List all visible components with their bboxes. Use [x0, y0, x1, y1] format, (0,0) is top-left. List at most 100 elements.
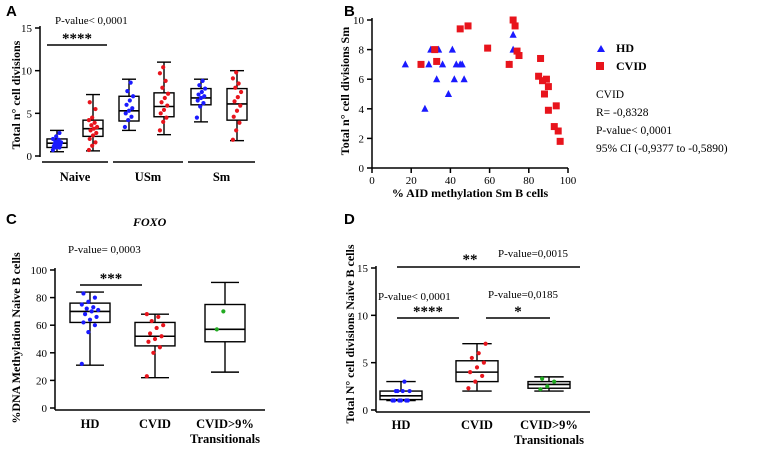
panel-a-usm-hd-point	[122, 124, 128, 130]
panel-a-usm-hd-point	[130, 106, 135, 111]
panel-b-legend: HD CVID	[596, 41, 647, 73]
legend-cvid-label: CVID	[616, 59, 647, 73]
panel-d-hd-point	[398, 398, 404, 403]
panel-d-hd-point	[392, 398, 397, 403]
panel-b-cvid-point	[513, 47, 521, 55]
panel-a-naive-cvid-point	[90, 133, 96, 138]
panel-a-usm-hd-point	[126, 108, 132, 113]
panel-b-hd-point	[448, 45, 456, 53]
panel-c-cvid-point	[159, 334, 164, 339]
panel-b-cvid-point	[505, 60, 513, 68]
panel-c-hd-point	[89, 309, 94, 314]
panel-a-naive-cvid-point	[86, 147, 92, 153]
panel-a-usm-hd-point	[126, 118, 131, 123]
legend-cvid-marker	[596, 62, 604, 70]
panel-d-cvid-point	[474, 365, 480, 370]
panel-a-sm-cvid-point	[234, 128, 239, 133]
panel-a-naive-hd-point	[50, 147, 56, 153]
panel-a-usm-cvid-point	[161, 65, 166, 70]
panel-a-naive-cvid-point	[93, 140, 98, 145]
panel-b-hd-point	[433, 75, 441, 83]
stats-line-4: 95% CI (-0,9377 to -0,5890)	[596, 143, 728, 155]
panel-a-naive-hd-point	[56, 137, 61, 142]
panel-d-pvalue-cvid-trans: P-value=0,0185	[488, 289, 559, 301]
stats-line-1: CVID	[596, 89, 624, 101]
panel-a-usm-hd-point	[127, 98, 132, 103]
panel-a-sm-hd-point	[202, 94, 207, 99]
panel-a-usm-hd-point	[123, 111, 128, 116]
panel-a-sm-hd-point	[199, 89, 204, 95]
panel-b-cvid-point	[511, 22, 519, 30]
panel-b-cvid-point	[544, 83, 552, 91]
panel-d-y-tick-label: 5	[363, 358, 369, 370]
panel-c-hd-point	[79, 361, 84, 366]
panel-c-y-tick-label: 20	[36, 375, 48, 387]
panel-d-cvid-point	[483, 341, 488, 346]
panel-a-usm-hd-point	[130, 94, 136, 99]
panel-a-sm-hd-point	[201, 100, 206, 106]
panel-b-y-tick-label: 10	[353, 15, 365, 27]
panel-a-usm-cvid-point	[157, 71, 163, 76]
panel-b-cvid-point	[540, 90, 548, 98]
panel-c-hd-point	[81, 291, 86, 296]
panel-c-hd-point	[86, 299, 91, 304]
panel-a-sm-cvid-point	[233, 85, 238, 90]
panel-d-ylabel: Total N° cell divisions Naive B cells	[343, 244, 357, 423]
panel-a-sm-cvid-point	[237, 120, 242, 125]
panel-a-group-label: Naive	[60, 170, 91, 184]
panel-d-transitionals-point	[540, 376, 545, 381]
panel-c-y-tick-label: 60	[36, 320, 48, 332]
panel-a-sm-cvid-point	[234, 70, 239, 75]
panel-c-cvid-point	[146, 339, 151, 344]
panel-d-cvid-point	[469, 355, 474, 361]
panel-b-cvid-point	[550, 123, 558, 131]
panel-a-naive-cvid-point	[86, 118, 92, 123]
panel-a-usm-cvid-point	[160, 85, 165, 90]
panel-a-usm-hd-point	[125, 89, 130, 94]
panel-c-cvid-point	[149, 318, 154, 324]
panel-c-transitionals-box	[204, 303, 246, 343]
legend-hd-marker	[597, 45, 605, 52]
panel-a-sig-stars: ****	[62, 31, 92, 47]
panel-c-cvid-point	[147, 331, 153, 336]
panel-d-hd-point	[400, 388, 405, 394]
panel-a-y-tick-label: 10	[21, 66, 33, 78]
stats-line-3: P-value< 0,0001	[596, 125, 672, 137]
panel-a-naive-cvid-point	[90, 115, 95, 120]
panel-a-sm-cvid-point	[235, 95, 240, 100]
panel-d-category-label: CVID>9%	[520, 418, 578, 432]
panel-a-usm-hd-point	[129, 114, 134, 119]
panel-a-y-tick-label: 15	[21, 23, 33, 35]
panel-a-sm-cvid-point	[236, 81, 241, 86]
panel-a-sm-hd-point	[202, 86, 208, 91]
panel-a-naive-cvid-point	[93, 106, 98, 112]
panel-c-y-tick-label: 100	[31, 265, 48, 277]
panel-c: C FOXO %DNA Methylation Naive B cells P-…	[6, 211, 265, 446]
panel-a-y-tick-label: 0	[27, 151, 33, 163]
panel-a-naive-cvid-point	[87, 100, 92, 105]
panel-c-title: FOXO	[132, 215, 167, 229]
panel-c-axes: 0 20 40 60 80 100 HD CVID CVID>9%Transitionals	[31, 265, 265, 446]
panel-a-naive-cvid-point	[89, 123, 94, 128]
panel-d-transitionals-point	[545, 384, 550, 389]
panel-c-cvid-point	[152, 336, 158, 342]
panel-b-hd-point	[401, 60, 409, 68]
panel-a-usm-cvid-point	[165, 91, 171, 96]
panel-a-naive-cvid-point	[88, 128, 93, 133]
panel-d-cvid-point	[476, 351, 481, 356]
panel-a-sm-hd-point	[198, 104, 203, 109]
panel-b-hd-point	[444, 90, 453, 97]
panel-b-stats: CVID R= -0,8328 P-value< 0,0001 95% CI (…	[596, 89, 728, 155]
panel-d-hd-point	[402, 379, 407, 384]
panel-c-hd-box	[69, 302, 111, 324]
panel-b-cvid-point	[542, 75, 550, 83]
panel-d-hd-point	[405, 398, 410, 403]
panel-b-y-tick-label: 8	[359, 45, 365, 57]
panel-b-cvid-point	[535, 72, 543, 80]
panel-d-letter: D	[344, 211, 355, 228]
panel-b-cvid-point	[464, 22, 472, 30]
panel-c-hd-point	[79, 302, 84, 307]
panel-d-stars-hd-cvid: ****	[413, 304, 443, 320]
panel-d-stars-hd-trans: **	[463, 252, 478, 268]
panel-d: D Total N° cell divisions Naive B cells …	[343, 211, 590, 447]
